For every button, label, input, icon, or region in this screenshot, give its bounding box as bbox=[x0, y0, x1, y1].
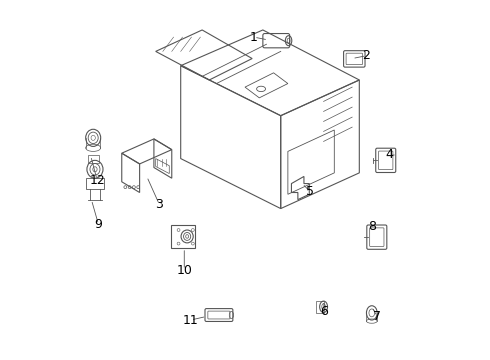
Text: 3: 3 bbox=[155, 198, 163, 211]
Text: 12: 12 bbox=[89, 174, 105, 186]
Text: 7: 7 bbox=[373, 310, 381, 323]
Text: 11: 11 bbox=[183, 314, 198, 327]
Text: 4: 4 bbox=[386, 148, 393, 162]
Text: 5: 5 bbox=[306, 185, 314, 198]
Text: 1: 1 bbox=[250, 31, 258, 44]
Text: 6: 6 bbox=[320, 305, 328, 318]
Text: 9: 9 bbox=[95, 218, 102, 231]
Text: 10: 10 bbox=[176, 264, 192, 276]
Text: 2: 2 bbox=[363, 49, 370, 62]
Text: 8: 8 bbox=[368, 220, 376, 233]
